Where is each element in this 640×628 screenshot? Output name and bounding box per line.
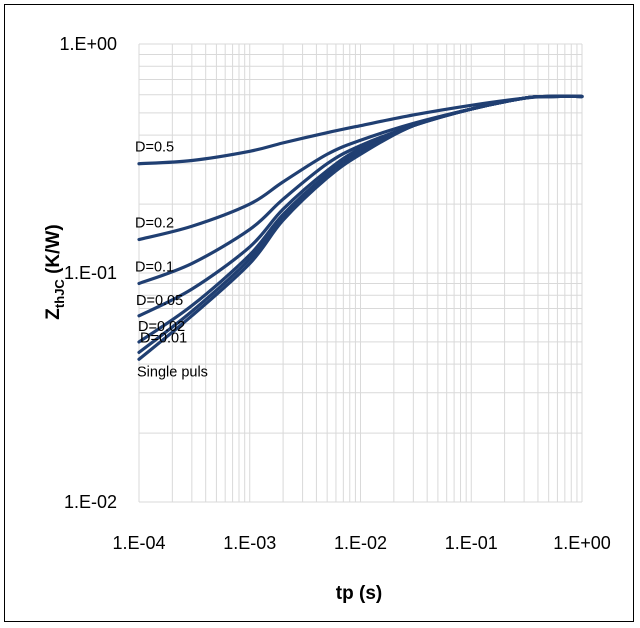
plot-lines [137,94,584,361]
y-axis-title: ZthJC (K/W) [43,224,67,319]
series-line-6 [137,94,584,361]
series-label-3: D=0.05 [136,293,183,309]
y-tick-label: 1.E-01 [64,263,117,283]
y-tick-label: 1.E+00 [59,34,117,54]
series-label-0: D=0.5 [135,140,174,156]
series-labels: D=0.5 D=0.2 D=0.1 D=0.05 D=0.02D=0.01 Single … [135,140,208,381]
x-tick-label: 1.E-03 [223,533,276,553]
series-label-4: D=0.02 [138,319,185,335]
series-label-2: D=0.1 [135,259,174,275]
y-tick-labels: 1.E-02 1.E-01 1.E+00 [59,34,117,512]
x-tick-label: 1.E-01 [445,533,498,553]
y-tick-label: 1.E-02 [64,492,117,512]
series-label-5: D=0.01 [140,330,187,346]
series-label-6: Single puls [137,364,208,380]
x-tick-label: 1.E+00 [553,533,611,553]
x-axis-title: tp (s) [336,583,382,604]
x-tick-label: 1.E-04 [112,533,165,553]
chart-frame [4,4,634,622]
y-axis-title-main: Z [43,308,64,320]
y-axis-title-unit: (K/W) [43,224,64,279]
x-tick-labels: 1.E-04 1.E-03 1.E-02 1.E-01 1.E+00 [112,533,610,553]
x-tick-label: 1.E-02 [334,533,387,553]
y-axis-title-subscript: thJC [52,279,67,309]
series-label-1: D=0.2 [135,216,174,232]
grid-lines [138,43,583,503]
